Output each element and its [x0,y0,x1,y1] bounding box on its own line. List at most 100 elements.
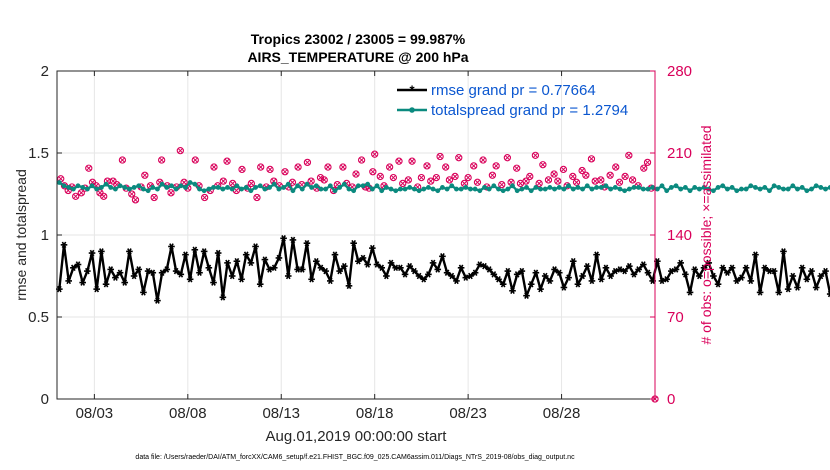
data-file-footer: data file: /Users/raeder/DAI/ATM_forcXX/… [135,454,575,461]
rmse-point-arm [71,264,76,272]
obs-cross-b [340,164,346,170]
obs-assimilated-marker [409,158,415,164]
rmse-point-arm [239,276,244,283]
obs-cross-b [570,173,576,179]
rmse-point-arm [141,289,146,296]
totalspread-point [524,185,529,190]
rmse-point-arm [715,280,721,288]
rmse-point [270,264,278,272]
rmse-point [588,277,596,285]
obs-possible-marker [550,170,558,178]
rmse-point [336,267,343,275]
x-tick-label: 08/03 [76,405,114,422]
rmse-point-arm [281,235,286,242]
totalspread-point [80,185,86,190]
rmse-point [597,276,605,283]
rmse-point [579,272,586,280]
rmse-point-arm [173,267,179,275]
totalspread-point [715,185,721,190]
plot-area: 08/03 08/08 08/13 08/18 08/23 08/28 0 0.5 1 1.5 2… [28,63,830,422]
totalspread-point [650,185,656,190]
rmse-point [770,267,778,275]
rmse-point [453,277,460,285]
obs-cross-b [224,158,230,164]
totalspread-point [486,186,492,192]
obs-cross-b [295,164,301,170]
rmse-point-arm [309,276,314,283]
obs-cross-b [202,194,208,201]
obs-assimilated-marker [613,164,619,170]
obs-possible-marker [554,177,562,185]
obs-assimilated-marker [254,194,260,201]
rmse-point [509,287,516,295]
rmse-point [803,276,811,283]
totalspread-point [426,185,431,190]
obs-cross-b [353,171,359,177]
obs-possible-marker [404,176,412,184]
totalspread-point [626,186,632,192]
rmse-point [266,266,273,273]
rmse-point-arm [505,267,511,275]
rmse-point [70,264,77,272]
obs-possible-marker [167,189,175,197]
totalspread-point [75,183,81,189]
rmse-point [490,271,498,278]
obs-assimilated-marker [248,180,254,187]
rmse-point [406,262,414,270]
totalspread-point [323,186,329,192]
rmse-point [775,289,783,296]
obs-assimilated-marker [536,180,542,187]
totalspread-point [725,186,730,192]
totalspread-point [267,185,272,190]
rmse-point [172,267,180,275]
obs-possible-marker [535,179,543,188]
obs-assimilated-marker [73,193,79,199]
totalspread-point [318,186,324,192]
obs-possible-marker [307,177,315,185]
rmse-point [467,272,474,280]
totalspread-point [407,185,413,190]
rmse-point [350,239,357,247]
obs-assimilated-marker [325,164,331,170]
obs-assimilated-marker [390,175,396,181]
totalspread-point [211,185,216,190]
rmse-point-arm [99,248,104,255]
obs-possible-marker [578,166,586,175]
rmse-point-arm [449,272,455,280]
totalspread-point [533,185,539,190]
rmse-point [219,294,227,301]
rmse-point-arm [701,264,707,272]
obs-assimilated-marker [211,164,217,170]
rmse-point [140,289,147,296]
rmse-point [738,274,745,281]
obs-cross-b [211,164,217,170]
rmse-point [457,264,465,272]
rmse-point [247,259,255,267]
rmse-point [341,262,348,270]
rmse-point [149,269,157,276]
obs-cross-b [282,169,288,175]
totalspread-point [295,183,301,189]
obs-cross-b [508,179,514,185]
obs-possible-marker [612,163,620,171]
rmse-point-arm [762,264,768,272]
right-axis-ticks: 0 70 140 210 280 [650,63,692,408]
rmse-point-arm [636,266,641,273]
obs-cross-b [192,157,198,163]
rmse-point [611,267,619,275]
rmse-point [677,259,684,267]
obs-cross-b [142,172,148,178]
rmse-point [794,284,801,291]
rmse-point-arm [486,266,492,273]
totalspread-point [239,186,244,192]
obs-possible-marker [200,193,209,202]
totalspread-point [70,186,76,192]
totalspread-point [608,186,614,192]
rmse-point-arm [225,259,230,267]
obs-possible-marker [389,173,398,182]
rmse-point [817,272,825,280]
rmse-point [448,272,456,280]
rmse-point-arm [276,254,282,262]
totalspread-point [804,188,810,194]
obs-possible-marker [492,162,500,170]
